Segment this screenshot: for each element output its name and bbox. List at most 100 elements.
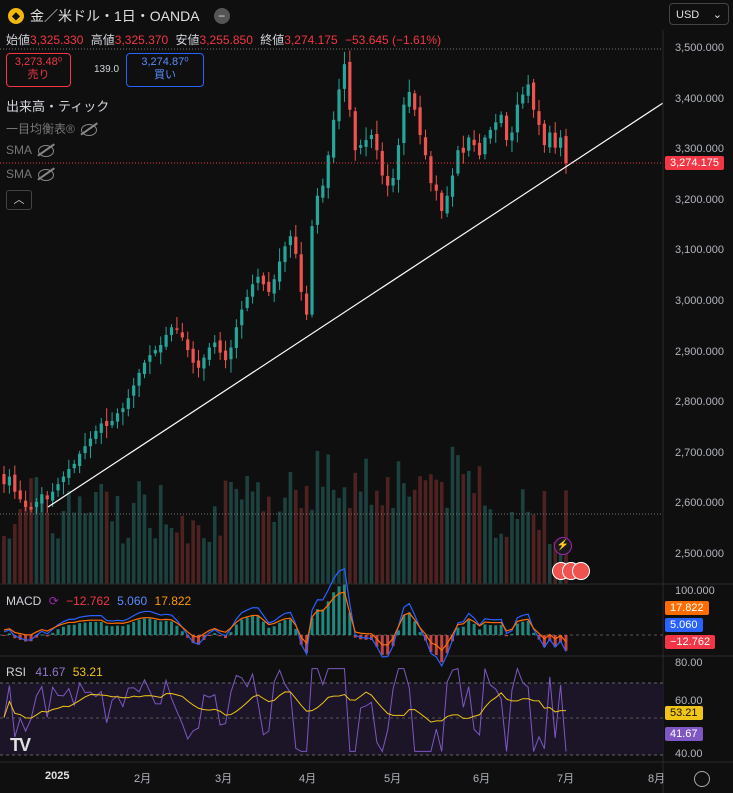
macd-histogram-bar [288, 619, 292, 635]
price-axis-label: 3,000.000 [675, 295, 724, 307]
candle-body [234, 327, 238, 348]
volume-bar [239, 499, 244, 584]
sell-button[interactable]: 3,273.48⁰ 売り [6, 53, 71, 87]
candle-body [18, 490, 22, 500]
candle-body [56, 484, 60, 491]
macd-histogram-bar [29, 635, 33, 642]
volume-bar [385, 477, 390, 584]
macd-histogram-bar [24, 635, 28, 642]
candle-body [24, 500, 28, 507]
currency-select[interactable]: USD ⌄ [669, 3, 729, 25]
macd-histogram-bar [315, 609, 319, 635]
candle-body [369, 135, 374, 140]
volume-bar [104, 491, 109, 584]
macd-histogram-bar [213, 633, 217, 635]
candle-body [332, 119, 336, 158]
macd-label: MACD [6, 594, 42, 608]
candle-body [115, 413, 120, 422]
us-flag-event-icon[interactable] [572, 562, 590, 580]
macd-histogram-bar [472, 623, 476, 635]
macd-legend[interactable]: MACD ⟳ −12.762 5.060 17.822 [6, 594, 191, 608]
candle-body [245, 296, 249, 308]
candle-body [310, 226, 314, 315]
volume-bar [331, 489, 336, 584]
rsi-legend[interactable]: RSI 41.67 53.21 [6, 665, 103, 679]
volume-bar [445, 507, 449, 584]
candle-body [175, 328, 179, 330]
candlestick-series [2, 50, 568, 515]
price-axis-label: 2,500.000 [675, 548, 724, 560]
volume-bar [358, 491, 363, 584]
hidden-eye-icon[interactable] [38, 144, 55, 157]
indicator-ichimoku[interactable]: 一目均衡表® [6, 120, 97, 137]
candle-body [256, 276, 260, 283]
trend-line[interactable] [47, 102, 664, 508]
symbol-header[interactable]: ◆ 金／米ドル・1日・OANDA − [8, 6, 230, 26]
candle-body [423, 137, 428, 156]
price-axis-label: 2,900.000 [675, 345, 724, 358]
candle-body [159, 345, 163, 353]
volume-bar [439, 481, 444, 584]
candle-body [467, 137, 471, 151]
volume-bar [229, 481, 233, 584]
macd-histogram-bar [413, 621, 417, 635]
indicator-sma-2[interactable]: SMA [6, 167, 55, 181]
macd-histogram-bar [299, 635, 303, 645]
rsi-band [0, 683, 663, 755]
price-axis-label: 2,800.000 [675, 396, 724, 409]
macd-histogram-bar [170, 621, 174, 635]
hidden-eye-icon[interactable] [38, 168, 55, 181]
candle-body [207, 347, 211, 360]
volume-bar [294, 489, 298, 584]
indicator-sma-1[interactable]: SMA [6, 143, 55, 157]
refresh-icon[interactable]: ⟳ [48, 594, 59, 608]
gear-icon[interactable] [694, 771, 710, 787]
volume-bar [364, 458, 368, 584]
candle-body [472, 139, 476, 146]
rsi-axis-40: 40.00 [675, 748, 703, 760]
volume-bar [158, 484, 163, 584]
minus-icon[interactable]: − [213, 8, 230, 24]
tradingview-logo[interactable]: TV [10, 735, 31, 755]
low-label: 安値 [175, 33, 200, 47]
rsi-pane [3, 666, 567, 753]
candle-body [564, 136, 568, 164]
volume-bar [185, 543, 190, 584]
volume-bar [23, 504, 28, 584]
volume-bar [72, 512, 77, 584]
price-axis-label: 3,500.000 [675, 42, 724, 54]
sell-label: 売り [27, 69, 50, 81]
macd-histogram-bar [505, 635, 509, 637]
macd-histogram-bar [105, 625, 109, 635]
buy-button[interactable]: 3,274.87⁰ 買い [126, 53, 204, 87]
candle-body [531, 82, 536, 110]
volume-bar [326, 454, 331, 584]
candle-body [13, 474, 17, 492]
macd-signal-tag: 5.060 [665, 618, 703, 632]
collapse-legend-button[interactable]: ︿ [6, 190, 32, 210]
volume-bar [337, 497, 341, 584]
indicator-volume[interactable]: 出来高・ティック [6, 99, 110, 114]
candle-body [537, 111, 541, 125]
macd-histogram-bar [369, 635, 373, 641]
candle-body [137, 372, 141, 386]
macd-histogram-bar [407, 612, 411, 635]
candle-body [67, 468, 71, 478]
volume-bar [110, 521, 114, 584]
low-value: 3,255.850 [199, 33, 253, 47]
volume-bar [304, 485, 309, 584]
volume-bar [261, 511, 266, 584]
signal-value: 5.060 [117, 594, 148, 608]
volume-bar [310, 509, 314, 584]
lightning-event-icon[interactable]: ⚡ [554, 537, 572, 555]
candle-body [542, 123, 546, 146]
close-label: 終値 [260, 33, 285, 47]
price-axis-label: 3,200.000 [675, 193, 724, 206]
hidden-eye-icon[interactable] [80, 123, 97, 136]
volume-bar [34, 477, 39, 584]
volume-bar [407, 496, 412, 584]
candle-body [305, 293, 309, 315]
candle-body [337, 89, 341, 122]
candle-body [364, 140, 368, 147]
